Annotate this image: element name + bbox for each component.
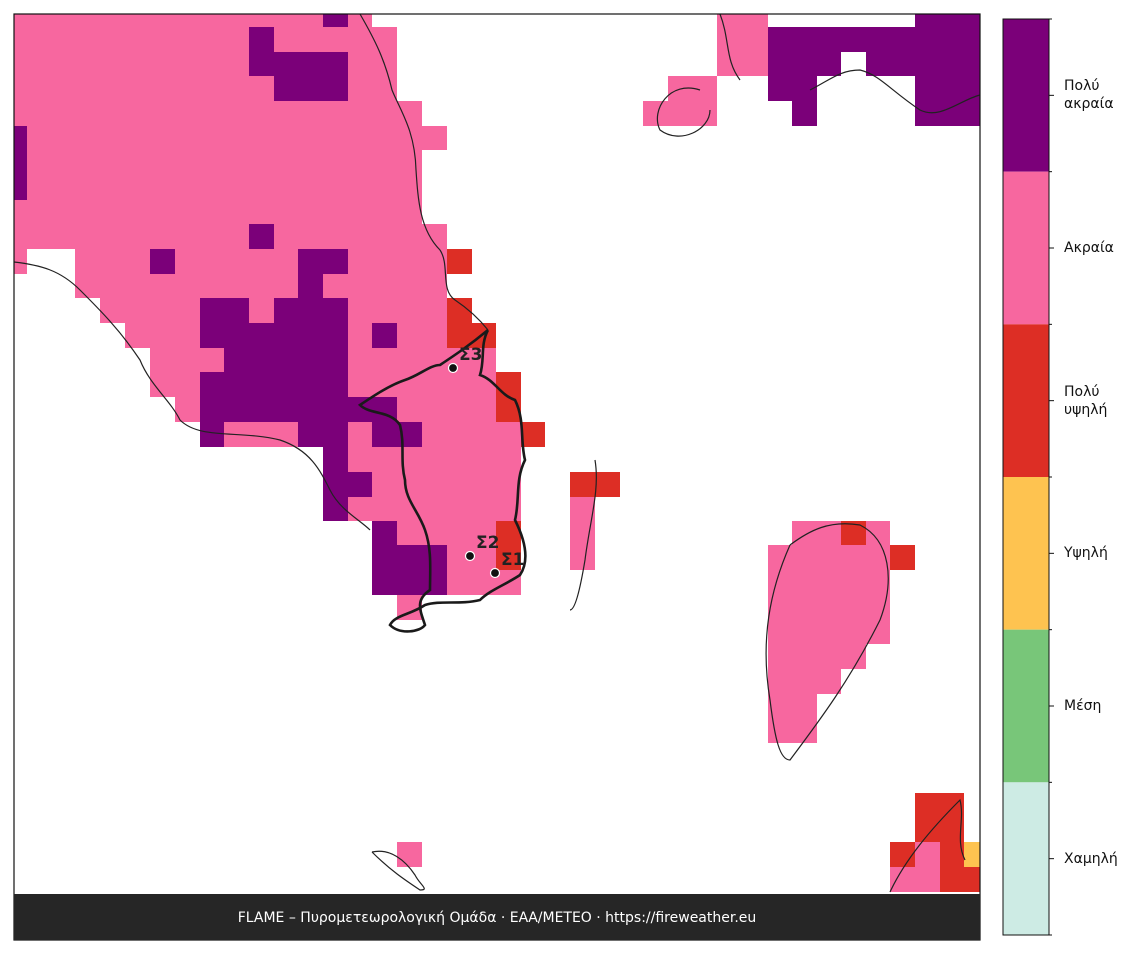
legend-label: Υψηλή [1064, 545, 1108, 562]
colorbar-segment [1003, 171, 1049, 325]
colorbar-frame [1002, 18, 1050, 936]
danger-grid [14, 14, 980, 892]
legend-label: Ακραία [1064, 240, 1114, 256]
site-label: Σ3 [459, 345, 482, 365]
site-label: Σ1 [501, 550, 524, 570]
legend-label: Πολύ υψηλή [1064, 383, 1108, 418]
footer-text: FLAME – Πυρομετεωρολογική Ομάδα · ΕΑΑ/ME… [238, 910, 757, 926]
legend-label: Μέση [1064, 698, 1102, 714]
site-dot [464, 550, 476, 562]
colorbar-segment [1003, 477, 1049, 630]
colorbar-segment [1003, 324, 1049, 477]
legend-label: Πολύ ακραία [1064, 78, 1114, 113]
colorbar [1002, 18, 1054, 936]
site-dot [447, 362, 459, 374]
colorbar-segment [1003, 629, 1049, 783]
border [357, 329, 527, 633]
site-label: Σ2 [476, 533, 499, 553]
colorbar-segment [1003, 782, 1049, 935]
coastline [13, 13, 981, 893]
site-dot [489, 567, 501, 579]
legend-label: Χαμηλή [1064, 850, 1118, 867]
footer-bar [14, 894, 980, 940]
colorbar-segment [1003, 19, 1049, 172]
